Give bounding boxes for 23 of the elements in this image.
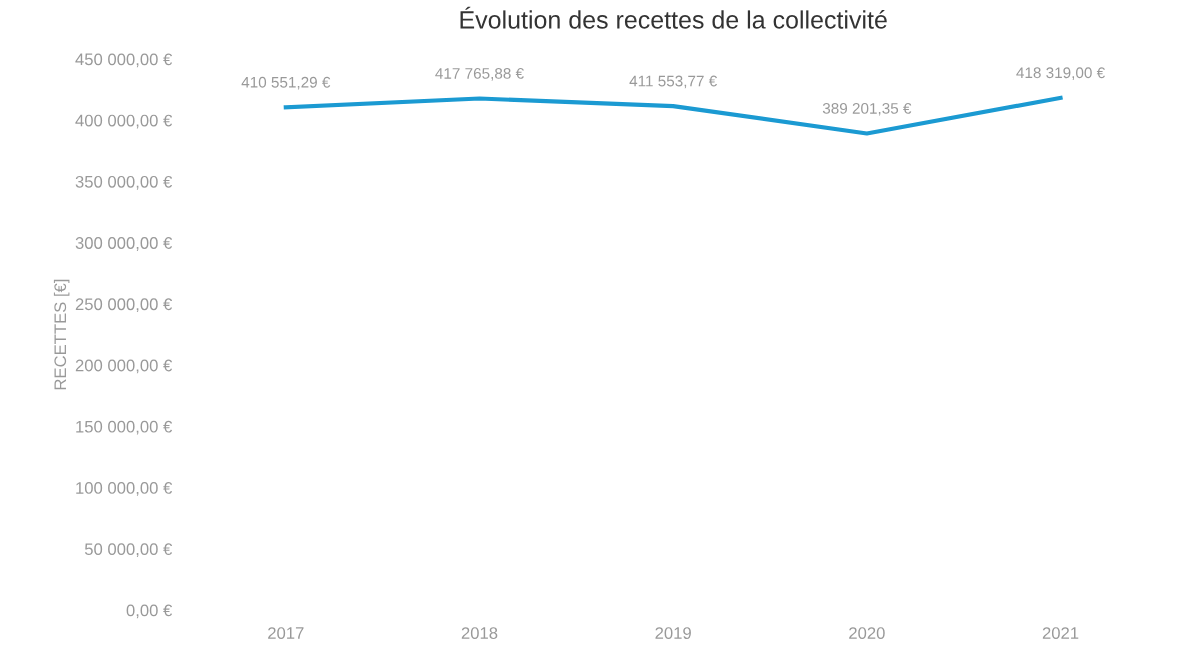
data-label: 418 319,00 € xyxy=(1016,67,1105,80)
line-series xyxy=(283,95,1063,136)
x-tick-label: 2019 xyxy=(655,627,691,639)
y-axis-title: RECETTES [€] xyxy=(53,279,70,390)
data-label: 410 551,29 € xyxy=(241,76,331,90)
x-tick-label: 2018 xyxy=(461,627,498,639)
y-tick-label: 300 000,00 € xyxy=(75,237,173,251)
y-tick-label: 50 000,00 € xyxy=(84,543,173,558)
x-tick-label: 2021 xyxy=(1042,627,1079,639)
y-tick-label: 150 000,00 € xyxy=(76,420,173,435)
data-label: 411 553,77 € xyxy=(629,75,717,89)
y-tick-label: 200 000,00 € xyxy=(75,359,173,374)
y-tick-label: 400 000,00 € xyxy=(75,114,173,129)
y-tick-label: 100 000,00 € xyxy=(76,482,173,496)
chart-title: Évolution des recettes de la collectivité xyxy=(460,6,887,29)
x-tick-label: 2017 xyxy=(268,627,304,639)
data-label: 389 201,35 € xyxy=(822,102,912,116)
y-tick-label: 250 000,00 € xyxy=(75,298,173,313)
x-tick-label: 2020 xyxy=(849,627,885,639)
y-tick-label: 450 000,00 € xyxy=(75,53,173,68)
data-label: 417 765,88 € xyxy=(435,68,524,81)
y-tick-label: 350 000,00 € xyxy=(75,175,173,190)
y-tick-label: 0,00 € xyxy=(126,604,173,619)
